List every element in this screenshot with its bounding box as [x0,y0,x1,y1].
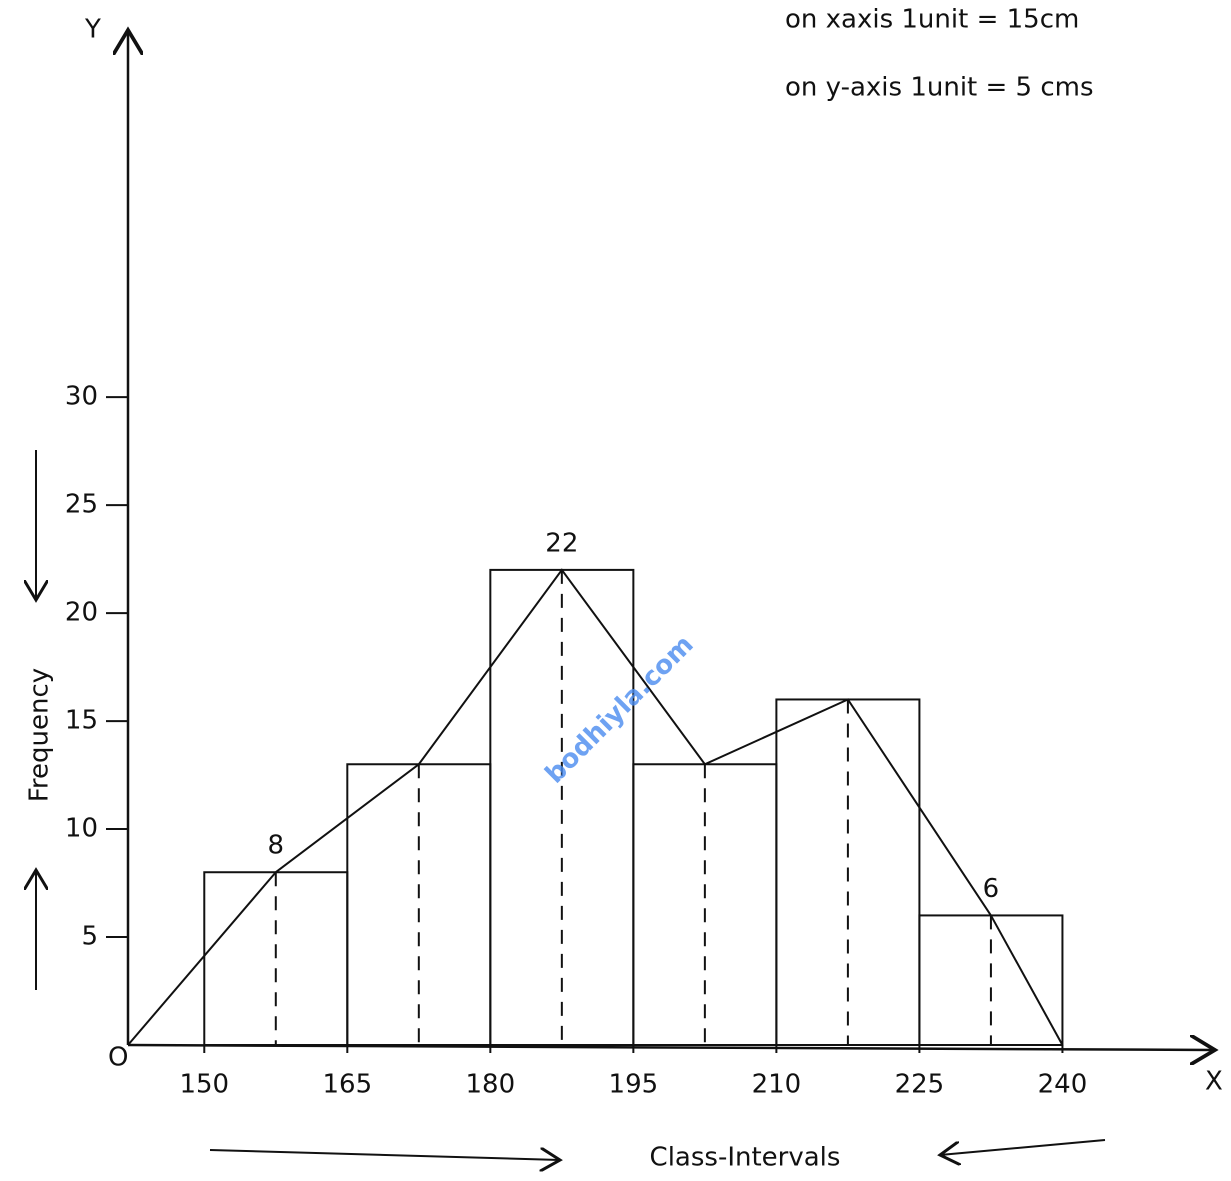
bar [489,568,635,1046]
y-tick-label: 30 [65,382,98,412]
x-tick-label: 150 [179,1070,229,1100]
y-axis-letter: Y [84,15,101,45]
y-tick-label: 5 [81,922,98,952]
polygon-end [127,871,277,1046]
x-axis-letter: X [1205,1067,1223,1097]
value-label: 6 [983,874,1000,904]
bar [346,763,492,1046]
bar [918,914,1064,1046]
polygon-end [990,914,1064,1046]
y-tick-label: 20 [65,598,98,628]
note: on xaxis 1unit = 15cm [785,5,1079,35]
frequency-polygon [275,568,992,916]
x-tick-label: 195 [609,1070,659,1100]
value-label: 22 [545,528,578,558]
x-tick-label: 180 [466,1070,516,1100]
x-tick-label: 210 [752,1070,802,1100]
arrow [940,1139,1106,1155]
y-tick-label: 15 [65,706,98,736]
y-tick-label: 25 [65,490,98,520]
bar [632,763,778,1046]
y-axis-label: Frequency [25,668,55,802]
x-tick-label: 240 [1038,1070,1088,1100]
origin-label: O [108,1043,128,1073]
note: on y-axis 1unit = 5 cms [785,73,1094,103]
x-tick-label: 165 [322,1070,372,1100]
x-tick-label: 225 [895,1070,945,1100]
x-axis-label: Class-Intervals [650,1143,841,1173]
y-tick-label: 10 [65,814,98,844]
value-label: 8 [268,831,285,861]
watermark: bodhiyla.com [540,630,700,790]
arrow [209,1150,560,1160]
